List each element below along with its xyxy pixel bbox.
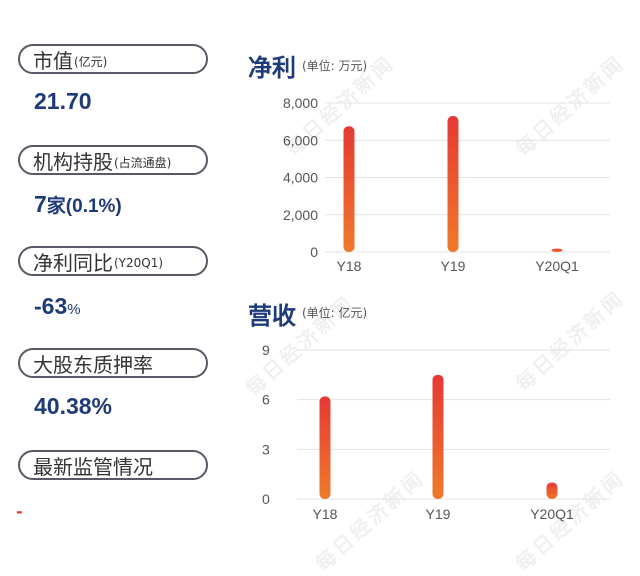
market-cap-label: 市值 (亿元) bbox=[18, 44, 208, 74]
bar bbox=[551, 248, 563, 252]
metric-number: 7 bbox=[34, 191, 47, 217]
profit-chart-title: 净利 bbox=[248, 54, 296, 82]
x-tick-label: Y18 bbox=[313, 506, 338, 522]
regulatory-status-value: - bbox=[16, 502, 23, 521]
y-tick-label: 6,000 bbox=[283, 132, 318, 148]
pill-main: 市值 bbox=[33, 48, 73, 73]
institution-holding-value: 7家(0.1%) bbox=[34, 191, 122, 218]
metric-number: -63 bbox=[34, 293, 68, 319]
y-tick-label: 2,000 bbox=[283, 207, 318, 223]
bar bbox=[319, 396, 331, 499]
revenue-chart-title: 营收 bbox=[248, 302, 296, 330]
bar bbox=[432, 374, 444, 499]
regulatory-status-label: 最新监管情况 bbox=[18, 450, 208, 480]
metric-number: 40.38% bbox=[34, 393, 113, 419]
pill-main: 机构持股 bbox=[33, 149, 113, 174]
x-tick-label: Y19 bbox=[426, 506, 451, 522]
pledge-rate-value: 40.38% bbox=[34, 393, 112, 420]
pill-main: 大股东质押率 bbox=[33, 352, 153, 377]
institution-holding-label: 机构持股 (占流通盘) bbox=[18, 145, 208, 175]
metric-suffix: % bbox=[67, 301, 81, 318]
pledge-rate-label: 大股东质押率 bbox=[18, 348, 208, 378]
metric-suffix: 家(0.1%) bbox=[46, 196, 122, 217]
metric-number: 21.70 bbox=[34, 88, 92, 114]
x-tick-label: Y19 bbox=[441, 258, 466, 274]
pill-main: 净利同比 bbox=[33, 250, 113, 275]
profit-yoy-value: -63% bbox=[34, 293, 81, 320]
x-tick-label: Y20Q1 bbox=[530, 506, 574, 522]
pill-main: 最新监管情况 bbox=[33, 454, 153, 479]
y-tick-label: 8,000 bbox=[283, 95, 318, 111]
y-tick-label: 3 bbox=[262, 441, 270, 457]
bar-charts: 0 2,000 4,000 6,000 8,000 Y18 Y19 Y20Q1 0 3 6 9 Y18 Y… bbox=[262, 95, 610, 522]
y-tick-label: 0 bbox=[262, 491, 270, 507]
profit-yoy-label: 净利同比 (Y20Q1) bbox=[18, 246, 208, 276]
y-tick-label: 9 bbox=[262, 342, 270, 358]
x-tick-label: Y20Q1 bbox=[535, 258, 579, 274]
pill-sub: (占流通盘) bbox=[114, 155, 172, 170]
y-tick-label: 4,000 bbox=[283, 170, 318, 186]
pill-sub: (亿元) bbox=[74, 54, 108, 69]
bar bbox=[343, 126, 355, 252]
pill-sub: (Y20Q1) bbox=[114, 256, 164, 270]
y-tick-label: 6 bbox=[262, 392, 270, 408]
bar bbox=[546, 482, 558, 499]
bar bbox=[447, 116, 459, 252]
profit-chart-unit: (单位: 万元) bbox=[302, 59, 368, 73]
revenue-chart-unit: (单位: 亿元) bbox=[302, 306, 368, 320]
x-tick-label: Y18 bbox=[337, 258, 362, 274]
market-cap-value: 21.70 bbox=[34, 88, 92, 115]
y-tick-label: 0 bbox=[310, 244, 318, 260]
